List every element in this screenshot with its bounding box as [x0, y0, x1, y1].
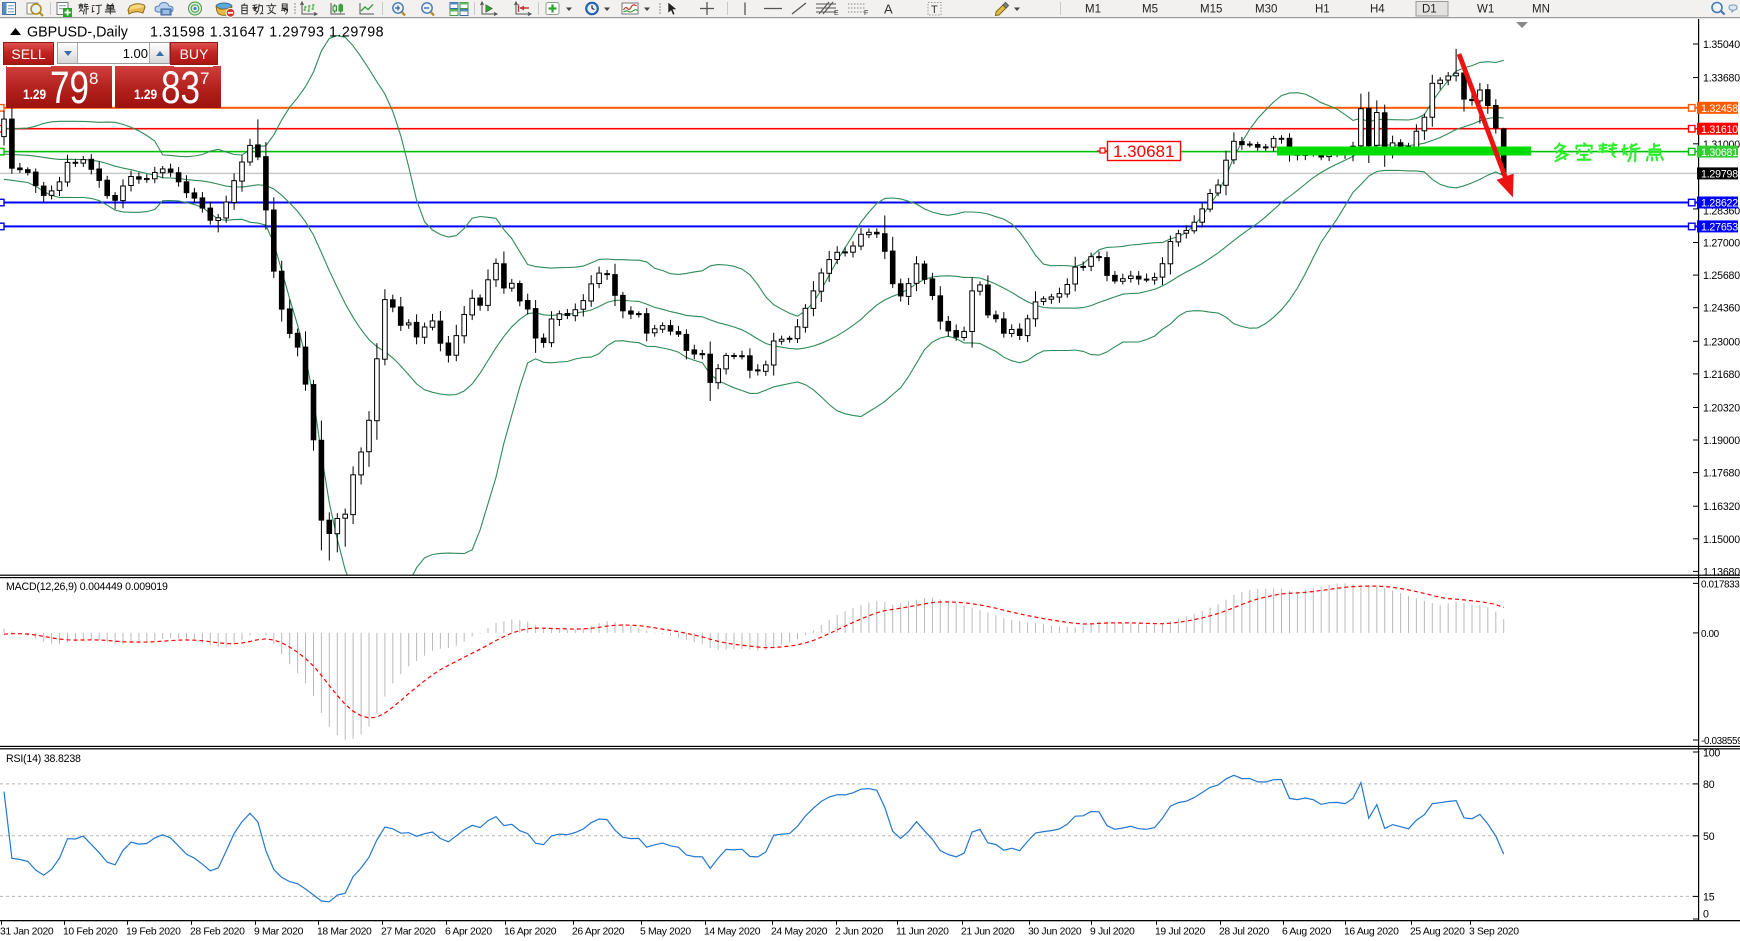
svg-text:100: 100 [1703, 748, 1720, 760]
svg-text:1.31610: 1.31610 [1701, 124, 1738, 136]
svg-text:26 Apr 2020: 26 Apr 2020 [572, 927, 625, 938]
svg-text:1.13680: 1.13680 [1703, 566, 1740, 578]
svg-text:16 Aug 2020: 16 Aug 2020 [1344, 927, 1399, 938]
svg-text:27 Mar 2020: 27 Mar 2020 [381, 927, 436, 938]
svg-text:6 Apr 2020: 6 Apr 2020 [445, 927, 492, 938]
svg-text:15: 15 [1703, 892, 1715, 904]
svg-text:1.33680: 1.33680 [1703, 73, 1740, 85]
svg-text:M5: M5 [1142, 4, 1158, 16]
svg-text:1.35040: 1.35040 [1703, 39, 1740, 51]
svg-text:1.15000: 1.15000 [1703, 534, 1740, 546]
svg-text:10 Feb 2020: 10 Feb 2020 [63, 927, 118, 938]
svg-text:18 Mar 2020: 18 Mar 2020 [317, 927, 372, 938]
svg-text:5 May 2020: 5 May 2020 [640, 927, 691, 938]
svg-text:1.24360: 1.24360 [1703, 303, 1740, 315]
svg-text:A: A [884, 2, 893, 17]
svg-text:M15: M15 [1200, 4, 1222, 16]
svg-text:1.21680: 1.21680 [1703, 369, 1740, 381]
svg-text:MACD(12,26,9) 0.004449 0.00901: MACD(12,26,9) 0.004449 0.009019 [6, 581, 168, 593]
svg-text:6 Aug 2020: 6 Aug 2020 [1282, 927, 1332, 938]
svg-text:1.31598 1.31647 1.29793 1.2979: 1.31598 1.31647 1.29793 1.29798 [150, 25, 384, 41]
svg-text:W1: W1 [1477, 4, 1494, 16]
svg-text:0.017833: 0.017833 [1701, 579, 1740, 590]
svg-text:1.20320: 1.20320 [1703, 403, 1740, 415]
svg-text:1.19000: 1.19000 [1703, 435, 1740, 447]
svg-text:MN: MN [1532, 4, 1550, 16]
svg-text:28 Feb 2020: 28 Feb 2020 [190, 927, 245, 938]
svg-text:50: 50 [1703, 831, 1715, 843]
svg-text:1.27000: 1.27000 [1703, 238, 1740, 250]
svg-text:0: 0 [1703, 908, 1709, 920]
svg-text:1.25680: 1.25680 [1703, 270, 1740, 282]
svg-text:1.27653: 1.27653 [1701, 222, 1738, 234]
svg-text:1.32458: 1.32458 [1701, 103, 1738, 115]
svg-text:1.17680: 1.17680 [1703, 468, 1740, 480]
svg-text:M30: M30 [1255, 4, 1277, 16]
svg-text:19 Jul 2020: 19 Jul 2020 [1155, 927, 1205, 938]
svg-text:2 Jun 2020: 2 Jun 2020 [835, 927, 883, 938]
svg-text:9 Mar 2020: 9 Mar 2020 [254, 927, 304, 938]
svg-text:RSI(14) 38.8238: RSI(14) 38.8238 [6, 753, 81, 765]
svg-text:19 Feb 2020: 19 Feb 2020 [126, 927, 181, 938]
svg-text:1.29798: 1.29798 [1701, 169, 1738, 181]
svg-text:30 Jun 2020: 30 Jun 2020 [1028, 927, 1082, 938]
svg-text:1.28622: 1.28622 [1701, 198, 1738, 210]
svg-text:9 Jul 2020: 9 Jul 2020 [1090, 927, 1135, 938]
svg-text:H1: H1 [1315, 4, 1330, 16]
svg-text:1.16320: 1.16320 [1703, 501, 1740, 513]
svg-text:14 May 2020: 14 May 2020 [704, 927, 761, 938]
svg-text:H4: H4 [1370, 4, 1385, 16]
svg-text:21 Jun 2020: 21 Jun 2020 [961, 927, 1015, 938]
svg-text:24 May 2020: 24 May 2020 [771, 927, 828, 938]
svg-text:1.30681: 1.30681 [1113, 142, 1174, 161]
svg-text:31 Jan 2020: 31 Jan 2020 [0, 927, 54, 938]
svg-text:1.23000: 1.23000 [1703, 336, 1740, 348]
svg-text:-0.038559: -0.038559 [1701, 736, 1740, 747]
svg-text:0.00: 0.00 [1701, 629, 1720, 640]
svg-text:25 Aug 2020: 25 Aug 2020 [1410, 927, 1465, 938]
svg-text:1.30681: 1.30681 [1701, 147, 1738, 159]
svg-text:F: F [864, 10, 868, 17]
svg-text:11 Jun 2020: 11 Jun 2020 [896, 927, 949, 938]
svg-text:D1: D1 [1422, 4, 1437, 16]
svg-text:28 Jul 2020: 28 Jul 2020 [1219, 927, 1269, 938]
svg-text:80: 80 [1703, 779, 1715, 791]
svg-text:16 Apr 2020: 16 Apr 2020 [504, 927, 557, 938]
svg-text:E: E [834, 10, 839, 17]
svg-text:GBPUSD-,Daily: GBPUSD-,Daily [27, 25, 129, 41]
svg-text:3 Sep 2020: 3 Sep 2020 [1469, 927, 1519, 938]
svg-text:M1: M1 [1085, 4, 1101, 16]
svg-text:T: T [931, 4, 938, 16]
